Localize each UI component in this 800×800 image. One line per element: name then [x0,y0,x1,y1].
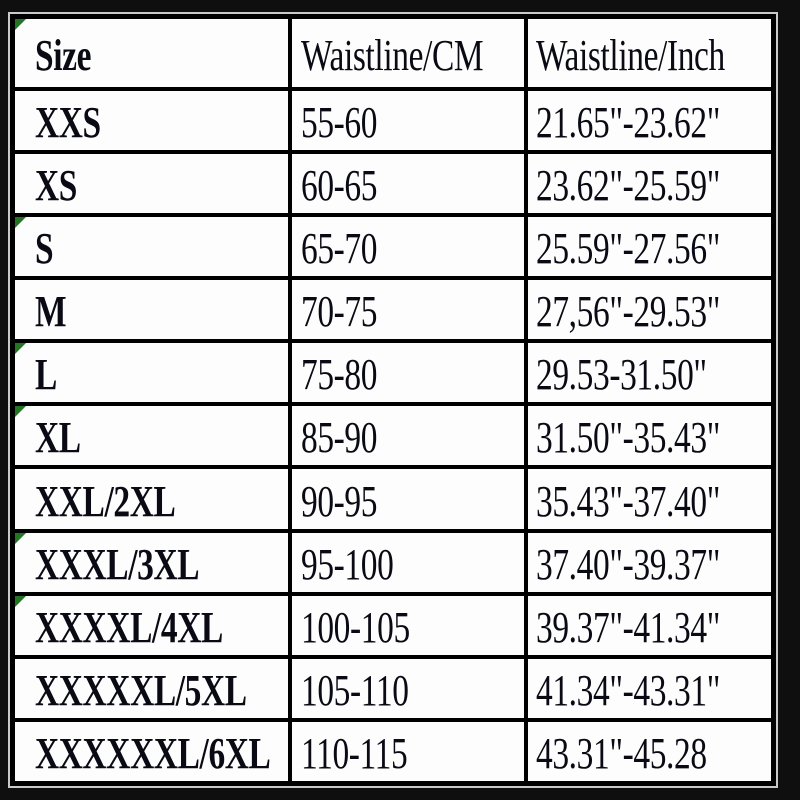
cell-flag-icon [16,345,26,355]
size-label: XXXXL/4XL [35,602,223,652]
waistline-cm-cell: 100-105 [288,591,529,659]
size-cell: XL [10,402,293,470]
size-label: XXS [35,98,101,148]
column-header-label: Size [35,30,92,80]
table-row: M 70-75 27,56"-29.53" [10,276,776,344]
size-label: XXXXXL/5XL [35,665,247,715]
waistline-inch-cell: 37.40"-39.37" [524,528,776,596]
table-row: XXL/2XL 90-95 35.43"-37.40" [10,465,776,533]
waistline-inch-value: 23.62"-25.59" [536,161,721,211]
table-row: XS 60-65 23.62"-25.59" [10,150,776,218]
header-row: Size Waistline/CM Waistline/Inch [10,14,776,91]
cell-flag-icon [16,408,26,418]
waistline-inch-cell: 43.31"-45.28 [524,717,776,786]
table-row: XXXXL/4XL 100-105 39.37"-41.34" [10,591,776,659]
size-cell: L [10,339,293,407]
column-header-label: Waistline/CM [301,30,484,80]
waistline-inch-cell: 27,56"-29.53" [524,276,776,344]
waistline-inch-value: 27,56"-29.53" [536,287,721,337]
waistline-inch-cell: 23.62"-25.59" [524,150,776,218]
waistline-cm-value: 110-115 [301,728,408,778]
waistline-inch-cell: 25.59"-27.56" [524,213,776,281]
waistline-cm-value: 70-75 [301,287,378,337]
size-cell: XXL/2XL [10,465,293,533]
cell-flag-icon [16,20,26,30]
size-cell: XXS [10,86,293,155]
size-label: XXXL/3XL [35,539,200,589]
cell-flag-icon [16,219,26,229]
table-row: XXXXXXL/6XL 110-115 43.31"-45.28 [10,717,776,786]
waistline-cm-value: 60-65 [301,161,378,211]
waistline-cm-value: 100-105 [301,602,411,652]
waistline-cm-cell: 105-110 [288,654,529,722]
waistline-inch-value: 41.34"-43.31" [536,665,721,715]
table-row: XL 85-90 31.50"-35.43" [10,402,776,470]
cell-flag-icon [16,534,26,544]
waistline-inch-value: 39.37"-41.34" [536,602,721,652]
column-header-label: Waistline/Inch [536,30,726,80]
waistline-cm-value: 90-95 [301,476,378,526]
size-label: XXXXXXL/6XL [35,728,271,778]
header-cell-waistline-inch: Waistline/Inch [524,14,776,91]
size-cell: S [10,213,293,281]
table-row: L 75-80 29.53-31.50" [10,339,776,407]
cell-flag-icon [16,597,26,607]
waistline-cm-cell: 65-70 [288,213,529,281]
header-cell-waistline-cm: Waistline/CM [288,14,529,91]
size-label: XL [35,413,81,463]
table-row: S 65-70 25.59"-27.56" [10,213,776,281]
waistline-cm-value: 65-70 [301,224,378,274]
size-label: S [35,224,54,274]
waistline-inch-cell: 29.53-31.50" [524,339,776,407]
waistline-cm-value: 105-110 [301,665,409,715]
waistline-inch-cell: 35.43"-37.40" [524,465,776,533]
waistline-inch-value: 31.50"-35.43" [536,413,721,463]
waistline-cm-value: 95-100 [301,539,394,589]
waistline-inch-value: 37.40"-39.37" [536,539,721,589]
waistline-inch-value: 21.65"-23.62" [536,98,721,148]
size-label: L [35,350,57,400]
size-cell: XXXXXL/5XL [10,654,293,722]
table-row: XXXL/3XL 95-100 37.40"-39.37" [10,528,776,596]
waistline-cm-cell: 55-60 [288,86,529,155]
size-cell: XS [10,150,293,218]
size-label: XS [35,161,77,211]
header-cell-size: Size [10,14,293,91]
waistline-cm-value: 55-60 [301,98,378,148]
waistline-inch-value: 35.43"-37.40" [536,476,721,526]
size-chart-table: Size Waistline/CM Waistline/Inch XXS 55-… [10,14,776,786]
waistline-cm-cell: 70-75 [288,276,529,344]
waistline-cm-cell: 95-100 [288,528,529,596]
size-cell: XXXXXXL/6XL [10,717,293,786]
waistline-cm-cell: 85-90 [288,402,529,470]
size-cell: XXXL/3XL [10,528,293,596]
size-cell: XXXXL/4XL [10,591,293,659]
size-label: XXL/2XL [35,476,176,526]
waistline-inch-cell: 31.50"-35.43" [524,402,776,470]
waistline-inch-cell: 39.37"-41.34" [524,591,776,659]
waistline-cm-value: 75-80 [301,350,378,400]
waistline-inch-cell: 21.65"-23.62" [524,86,776,155]
table-row: XXS 55-60 21.65"-23.62" [10,86,776,155]
table-row: XXXXXL/5XL 105-110 41.34"-43.31" [10,654,776,722]
waistline-inch-value: 25.59"-27.56" [536,224,721,274]
waistline-cm-cell: 75-80 [288,339,529,407]
waistline-inch-cell: 41.34"-43.31" [524,654,776,722]
waistline-inch-value: 29.53-31.50" [536,350,707,400]
waistline-cm-cell: 110-115 [288,717,529,786]
waistline-inch-value: 43.31"-45.28 [536,728,707,778]
size-label: M [35,287,67,337]
waistline-cm-cell: 60-65 [288,150,529,218]
waistline-cm-cell: 90-95 [288,465,529,533]
waistline-cm-value: 85-90 [301,413,378,463]
size-cell: M [10,276,293,344]
